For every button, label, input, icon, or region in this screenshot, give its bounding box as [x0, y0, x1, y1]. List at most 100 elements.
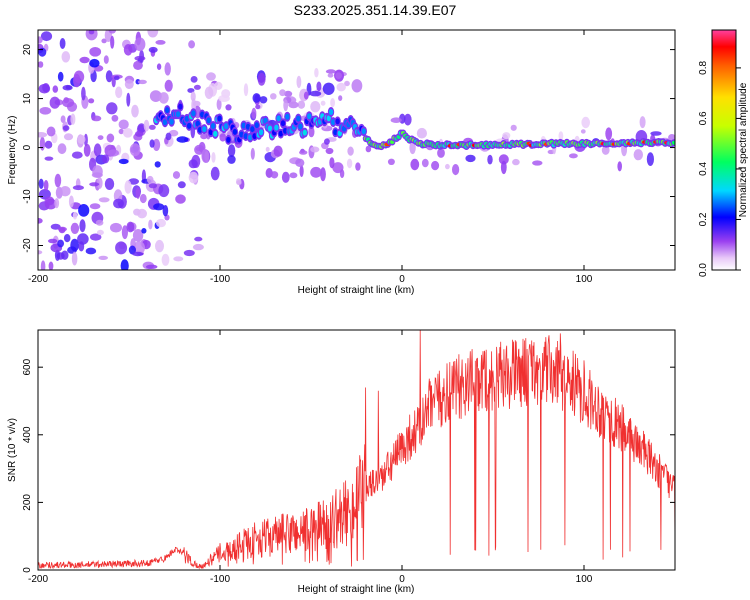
spectrogram-ridge-cell [197, 126, 203, 133]
spectrogram-noise-blob [601, 145, 610, 155]
spectrogram-ridge-cell [331, 119, 336, 126]
colorbar-ticks: 0.0 0.2 0.4 0.6 0.8 [698, 61, 741, 277]
snr-xtick-label: 100 [576, 574, 593, 585]
spectrogram-noise-blob [52, 85, 59, 93]
spectrogram-noise-blob [416, 127, 427, 139]
spectrogram-noise-blob [88, 98, 95, 104]
spectrogram-noise-blob [114, 75, 120, 81]
spectrogram-noise-blob [59, 38, 66, 49]
spectrogram-xtick-label: -200 [28, 274, 48, 285]
spectrogram-noise-blob [50, 223, 61, 230]
spectrogram-noise-blob [71, 251, 78, 266]
spectrogram-ridge-cell [671, 140, 675, 145]
spectrogram-noise-blob [325, 147, 334, 155]
spectrogram-noise-blob [115, 86, 123, 99]
spectrogram-noise-blob [310, 146, 320, 153]
spectrogram-noise-blob [77, 134, 86, 144]
snr-ytick-label: 0 [22, 567, 33, 573]
spectrogram-noise-blob [338, 95, 343, 101]
spectrogram-ytick-label: -20 [22, 238, 33, 253]
spectrogram-noise-blob [89, 47, 102, 57]
spectrogram-noise-blob [57, 71, 64, 82]
spectrogram-noise-blob [605, 127, 613, 141]
spectrogram-noise-blob [83, 143, 91, 157]
spectrogram-ridge-cell [195, 120, 200, 127]
spectrogram-noise-blob [122, 128, 133, 138]
spectrogram-noise-blob [192, 243, 204, 251]
spectrogram-noise-blob [580, 129, 586, 134]
spectrogram-noise-blob [59, 186, 71, 197]
spectrogram-noise-blob [148, 219, 153, 230]
spectrogram-noise-blob [70, 238, 80, 252]
spectrogram-noise-blob [175, 194, 186, 204]
spectrogram-noise-blob [106, 133, 115, 143]
spectrogram-noise-blob [104, 178, 115, 190]
spectrogram-noise-blob [257, 72, 266, 86]
spectrogram-noise-blob [390, 117, 402, 123]
spectrogram-noise-blob [143, 119, 150, 132]
spectrogram-noise-blob [365, 145, 372, 153]
spectrogram-noise-blob [57, 239, 64, 248]
colorbar-label: Normalized spectral amplitude [738, 82, 749, 217]
spectrogram-ytick-label: 20 [22, 44, 33, 56]
spectrogram-noise-blob [276, 76, 283, 85]
spectrogram-noise-blob [135, 130, 144, 137]
spectrogram-noise-blob [296, 75, 302, 89]
spectrogram-noise-blob [118, 119, 129, 130]
spectrogram-ridge-cell [333, 129, 338, 136]
spectrogram-noise-blob [153, 203, 165, 211]
spectrogram-noise-blob [124, 180, 132, 194]
spectrogram-noise-blob [162, 205, 169, 217]
spectrogram-noise-blob [121, 225, 128, 240]
spectrogram-ridge-cell [285, 113, 290, 120]
snr-ytick-label: 400 [22, 426, 33, 443]
spectrogram-noise-blob [225, 104, 232, 111]
spectrogram-noise-blob [206, 72, 216, 81]
spectrogram-ridge-cell [307, 113, 312, 120]
spectrogram-xtick-label: 100 [576, 274, 593, 285]
spectrogram-noise-blob [193, 84, 201, 90]
spectrogram-noise-blob [79, 219, 86, 233]
spectrogram-noise-blob [270, 93, 277, 100]
spectrogram-noise-blob [39, 136, 46, 151]
spectrogram-ridge-cell [278, 130, 283, 137]
spectrogram-noise-blob [96, 177, 103, 189]
spectrogram-noise-blob [324, 138, 330, 145]
spectrogram-noise-blob [156, 63, 162, 70]
spectrogram-noise-blob [101, 154, 110, 164]
spectrogram-noise-blob [465, 154, 476, 163]
spectrogram-noise-blob [70, 222, 80, 234]
spectrogram-noise-blob [113, 198, 124, 209]
spectrogram-ridge-cell [276, 115, 281, 122]
spectrogram-noise-blob [124, 79, 134, 89]
spectrogram-noise-blob [61, 51, 71, 63]
spectrogram-noise-blob [500, 160, 507, 175]
spectrogram-noise-blob [137, 123, 146, 133]
spectrogram-ridge-cell [254, 122, 259, 129]
spectrogram-ridge-cell [361, 128, 366, 135]
snr-frame [37, 329, 676, 571]
spectrogram-ridge-cell [248, 134, 253, 141]
spectrogram-ridge-cell [328, 109, 334, 115]
spectrogram-noise-blob [250, 147, 255, 160]
spectrogram-noise-blob [101, 38, 107, 44]
spectrogram-noise-blob [146, 175, 154, 184]
spectrogram-noise-blob [79, 56, 90, 64]
spectrogram-noise-blob [49, 96, 60, 109]
spectrogram-noise-blob [327, 73, 334, 78]
colorbar-gradient [711, 29, 737, 271]
spectrogram-noise-blob [404, 113, 412, 126]
colorbar-tick-label: 0.4 [698, 162, 709, 176]
spectrogram-noise-blob [259, 96, 268, 104]
spectrogram-noise-blob [106, 102, 118, 115]
spectrogram-noise-blob [57, 143, 67, 155]
spectrogram-noise-blob [65, 85, 72, 90]
spectrogram-noise-blob [72, 185, 84, 191]
spectrogram-noise-blob [668, 134, 675, 141]
spectrogram-noise-blob [409, 141, 416, 155]
spectrogram-noise-blob [71, 151, 83, 159]
colorbar: 0.0 0.2 0.4 0.6 0.8 Normalized spectral ampl… [698, 29, 749, 277]
spectrogram-noise-blob [57, 226, 67, 232]
